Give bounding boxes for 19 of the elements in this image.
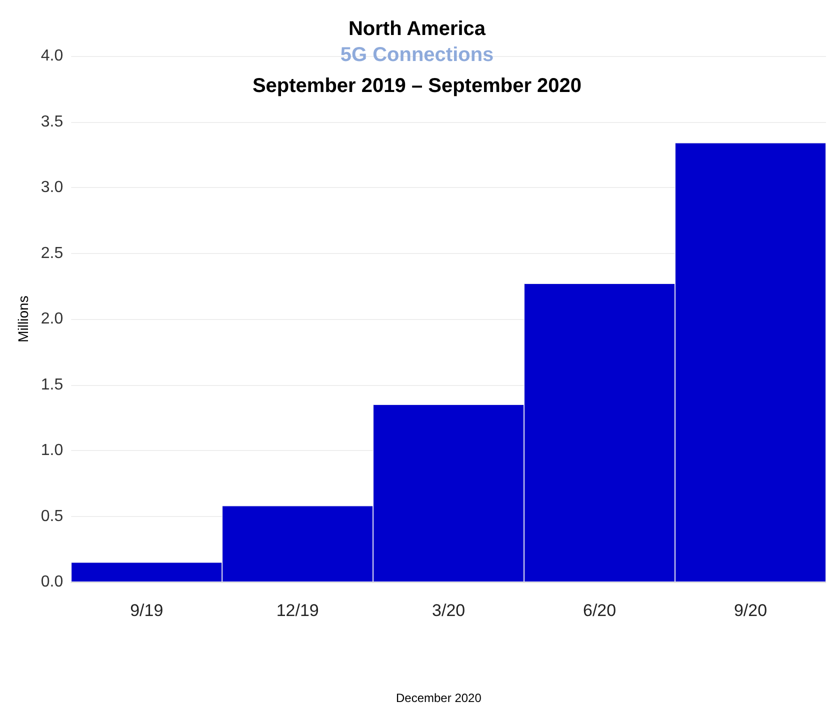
y-tick-label: 3.0 (40, 179, 64, 196)
chart-title: North America (348, 18, 486, 40)
x-tick-label: 9/19 (130, 601, 164, 620)
chart-subtitle: 5G Connections (340, 44, 494, 66)
y-axis-title: Millions (15, 296, 31, 342)
x-tick-label: 9/20 (734, 601, 768, 620)
x-tick-label: 3/20 (432, 601, 466, 620)
x-tick-label: 12/19 (276, 601, 319, 620)
x-tick-label: 6/20 (582, 601, 616, 620)
y-tick-label: 3.5 (40, 113, 64, 130)
y-tick-label: 2.5 (40, 244, 64, 262)
text: December 2020 (396, 691, 482, 705)
y-tick-label: 2.0 (40, 310, 64, 328)
y-tick-label: 1.0 (40, 442, 64, 459)
annotation: September 2019 – September 2020 (252, 75, 582, 97)
y-tick-label: 0.0 (40, 574, 64, 590)
y-tick-label: 1.5 (40, 376, 64, 394)
y-tick-label: 0.5 (40, 508, 64, 525)
y-tick-label: 4.0 (40, 48, 64, 64)
